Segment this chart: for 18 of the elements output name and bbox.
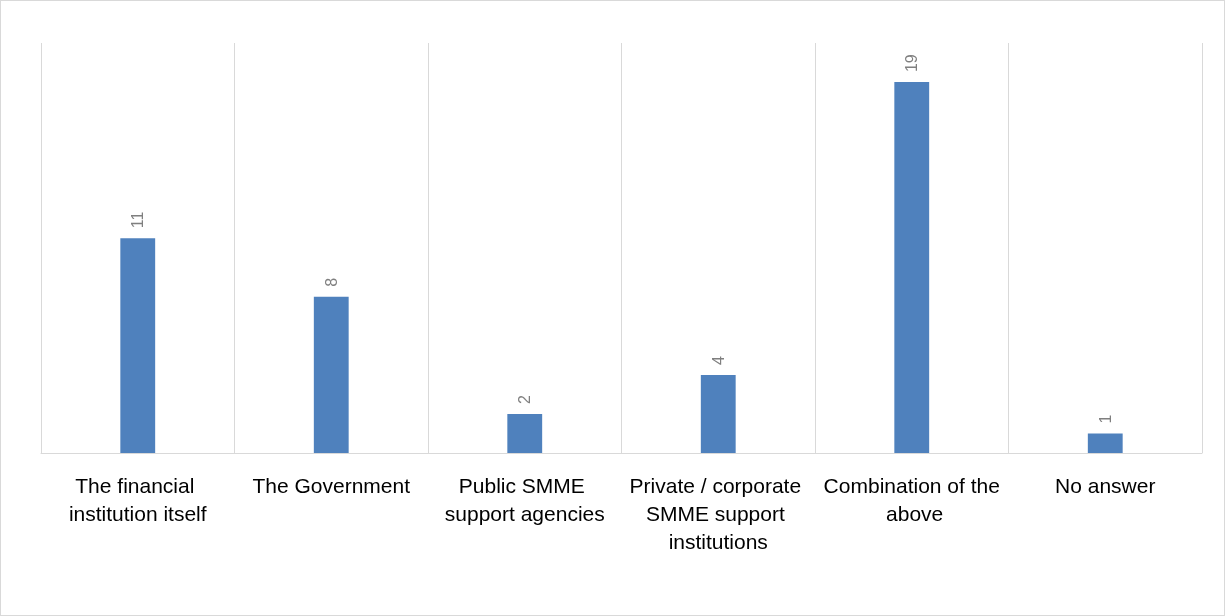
- bar: [120, 238, 156, 453]
- x-tick-label: The Government: [252, 473, 411, 497]
- x-tick-label: Private / corporate SMME support institutions: [629, 473, 807, 553]
- bar: [894, 82, 930, 453]
- x-tick-label: The financial institution itself: [68, 473, 207, 525]
- data-label: 11: [129, 211, 147, 229]
- data-label: 4: [709, 355, 727, 365]
- x-tick-label: No answer: [1055, 473, 1156, 497]
- x-tick-label: Public SMME support agencies: [444, 473, 605, 525]
- data-label: 2: [516, 394, 534, 404]
- data-label: 19: [903, 54, 921, 73]
- bar: [507, 413, 543, 453]
- bar: [1087, 433, 1123, 453]
- data-label: 8: [322, 277, 340, 287]
- x-tick-label: Combination of the above: [823, 473, 1000, 525]
- bar: [700, 374, 736, 453]
- bar: [313, 296, 349, 453]
- data-label: 1: [1096, 414, 1114, 424]
